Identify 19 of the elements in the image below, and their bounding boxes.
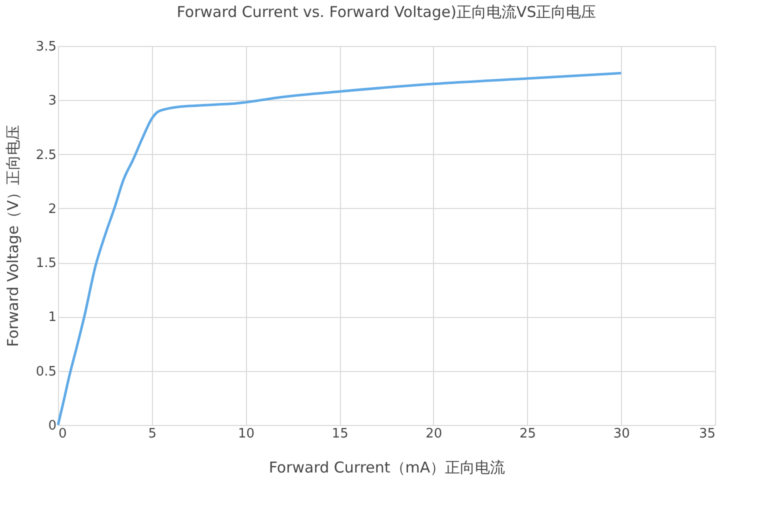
x-axis-title: Forward Current（mA）正向电流 bbox=[268, 458, 506, 476]
y-tick-label: 1.5 bbox=[36, 256, 56, 272]
y-tick-label: 2 bbox=[48, 202, 56, 217]
y-tick-label: 1 bbox=[48, 310, 56, 326]
chart-title: Forward Current vs. Forward Voltage)正向电流VS正向电压 bbox=[176, 3, 596, 21]
y-tick-label: 3.5 bbox=[36, 40, 56, 54]
x-tick-label: 25 bbox=[520, 426, 536, 442]
x-tick-label: 35 bbox=[698, 426, 716, 442]
y-tick-label: 2.5 bbox=[36, 148, 56, 163]
x-tick-label: 10 bbox=[238, 426, 254, 442]
x-tick-label: 5 bbox=[148, 426, 156, 442]
x-tick-label: 15 bbox=[332, 426, 348, 442]
y-axis-title: Forward Voltage（V）正向电压 bbox=[4, 125, 22, 347]
x-tick-label: 20 bbox=[426, 426, 442, 442]
x-tick-label: 30 bbox=[613, 426, 630, 442]
y-tick-label: 0.5 bbox=[36, 364, 56, 380]
x-tick-label: 0 bbox=[58, 426, 67, 442]
y-tick-label: 3 bbox=[48, 94, 56, 109]
line-series bbox=[56, 72, 622, 426]
